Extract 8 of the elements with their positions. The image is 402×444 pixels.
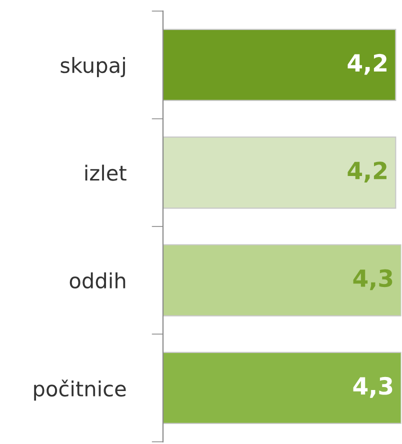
- data-label: 4,3: [353, 376, 392, 398]
- y-tick-label: oddih: [70, 272, 126, 288]
- data-label: 4,2: [348, 162, 386, 182]
- y-tick-label: počitnice: [34, 380, 126, 401]
- y-tick-label: izlet: [85, 164, 126, 181]
- data-label: 4,2: [348, 54, 386, 75]
- y-tick-label: skupaj: [60, 57, 125, 78]
- data-label: 4,3: [353, 269, 392, 290]
